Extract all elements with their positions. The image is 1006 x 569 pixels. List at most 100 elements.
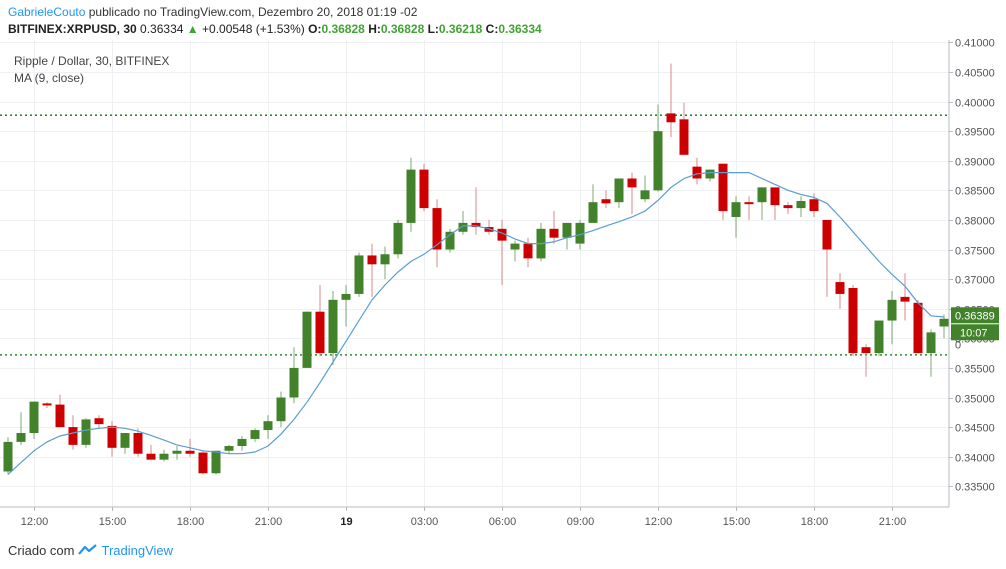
ma-line	[7, 172, 945, 475]
candle	[588, 184, 598, 223]
candle	[744, 196, 754, 220]
candle-body	[172, 450, 182, 454]
candle	[705, 169, 715, 182]
x-tick-label: 06:00	[489, 516, 517, 528]
candle-body	[562, 222, 572, 238]
x-tick-label: 21:00	[255, 516, 283, 528]
candle-body	[666, 113, 676, 123]
candle	[523, 237, 533, 268]
horizontal-levels	[0, 114, 949, 356]
candle	[913, 299, 923, 354]
candle	[3, 437, 13, 475]
candle-body	[640, 190, 650, 200]
price-chart[interactable]: 0.41000 0.40500 0.40000 0.39500 0.39000 0.385…	[0, 0, 1006, 540]
candle	[562, 222, 572, 250]
candle	[328, 290, 338, 365]
candle	[16, 412, 26, 445]
candle	[380, 246, 390, 280]
candle	[796, 196, 806, 217]
candle-body	[835, 282, 845, 294]
candle	[393, 219, 403, 259]
y-tick-label: 0.37500	[955, 246, 995, 258]
candle-body	[120, 433, 130, 448]
last-price-label: 0.36389	[955, 310, 995, 322]
x-tick-label: 15:00	[99, 516, 127, 528]
author-link[interactable]: GabrieleCouto	[8, 5, 86, 19]
candle	[341, 285, 351, 327]
candle	[302, 311, 312, 368]
y-tick-label: 0.33500	[955, 482, 995, 494]
candle-body	[315, 311, 325, 354]
candle-body	[913, 302, 923, 354]
candle-body	[718, 163, 728, 212]
candle	[133, 428, 143, 457]
candle	[237, 435, 247, 451]
tradingview-logo-icon	[78, 543, 101, 558]
candle-body	[146, 453, 156, 460]
candle-body	[3, 441, 13, 472]
up-arrow-icon: ▲	[186, 22, 199, 36]
candle-body	[198, 452, 208, 474]
candle-body	[380, 254, 390, 265]
candle-body	[809, 199, 819, 212]
candle	[848, 285, 858, 357]
candle	[874, 320, 884, 357]
candle-body	[445, 231, 455, 250]
last-price: 0.36334	[140, 22, 184, 36]
candle	[120, 433, 130, 454]
low-value: 0.36218	[438, 22, 483, 36]
publish-text: publicado no TradingView.com, Dezembro 2…	[88, 5, 418, 19]
y-tick-label: 0.34500	[955, 423, 995, 435]
candle-body	[29, 401, 39, 434]
candle-body	[627, 178, 637, 188]
candle-body	[588, 202, 598, 223]
candle	[29, 401, 39, 439]
candle	[835, 273, 845, 309]
candle-body	[224, 446, 234, 451]
candle	[783, 202, 793, 215]
candle-body	[731, 202, 741, 217]
last-price-badge	[951, 307, 999, 324]
candle-body	[939, 318, 949, 327]
candle-body	[783, 205, 793, 209]
candle	[666, 63, 676, 138]
candle-body	[926, 332, 936, 354]
created-with-label: Criado com	[8, 543, 75, 558]
indicator-label: MA (9, close)	[14, 71, 84, 85]
candle-body	[510, 243, 520, 250]
candle-body	[211, 450, 221, 474]
tradingview-link[interactable]: TradingView	[101, 543, 174, 558]
candle	[510, 240, 520, 262]
candle	[640, 175, 650, 203]
x-tick-label: 09:00	[567, 516, 595, 528]
candle-body	[874, 320, 884, 354]
candle	[471, 187, 481, 235]
candle-body	[367, 255, 377, 265]
candle	[939, 314, 949, 339]
candle-body	[770, 187, 780, 206]
candle-body	[237, 438, 247, 447]
open-value: 0.36828	[321, 22, 365, 36]
candle	[731, 196, 741, 238]
candle	[692, 157, 702, 185]
y-tick-label: 0.38500	[955, 186, 995, 198]
candle-body	[159, 453, 169, 460]
x-tick-label: 15:00	[723, 516, 751, 528]
close-value: 0.36334	[498, 22, 542, 36]
timer-badge	[951, 324, 999, 341]
candle	[653, 104, 663, 192]
candle	[159, 449, 169, 462]
candle	[822, 219, 832, 297]
candle-body	[16, 433, 26, 442]
candle-body	[406, 169, 416, 223]
ohlc-line: BITFINEX:XRPUSD, 30 0.36334 ▲ +0.00548 (…	[8, 21, 542, 38]
candle-body	[900, 296, 910, 302]
y-tick-label: 0.35000	[955, 394, 995, 406]
y-tick-label: 0.38000	[955, 216, 995, 228]
candle	[432, 199, 442, 268]
candle	[861, 344, 871, 377]
candle	[627, 172, 637, 215]
candle	[198, 450, 208, 475]
x-tick-label: 03:00	[411, 516, 439, 528]
candle	[497, 219, 507, 286]
